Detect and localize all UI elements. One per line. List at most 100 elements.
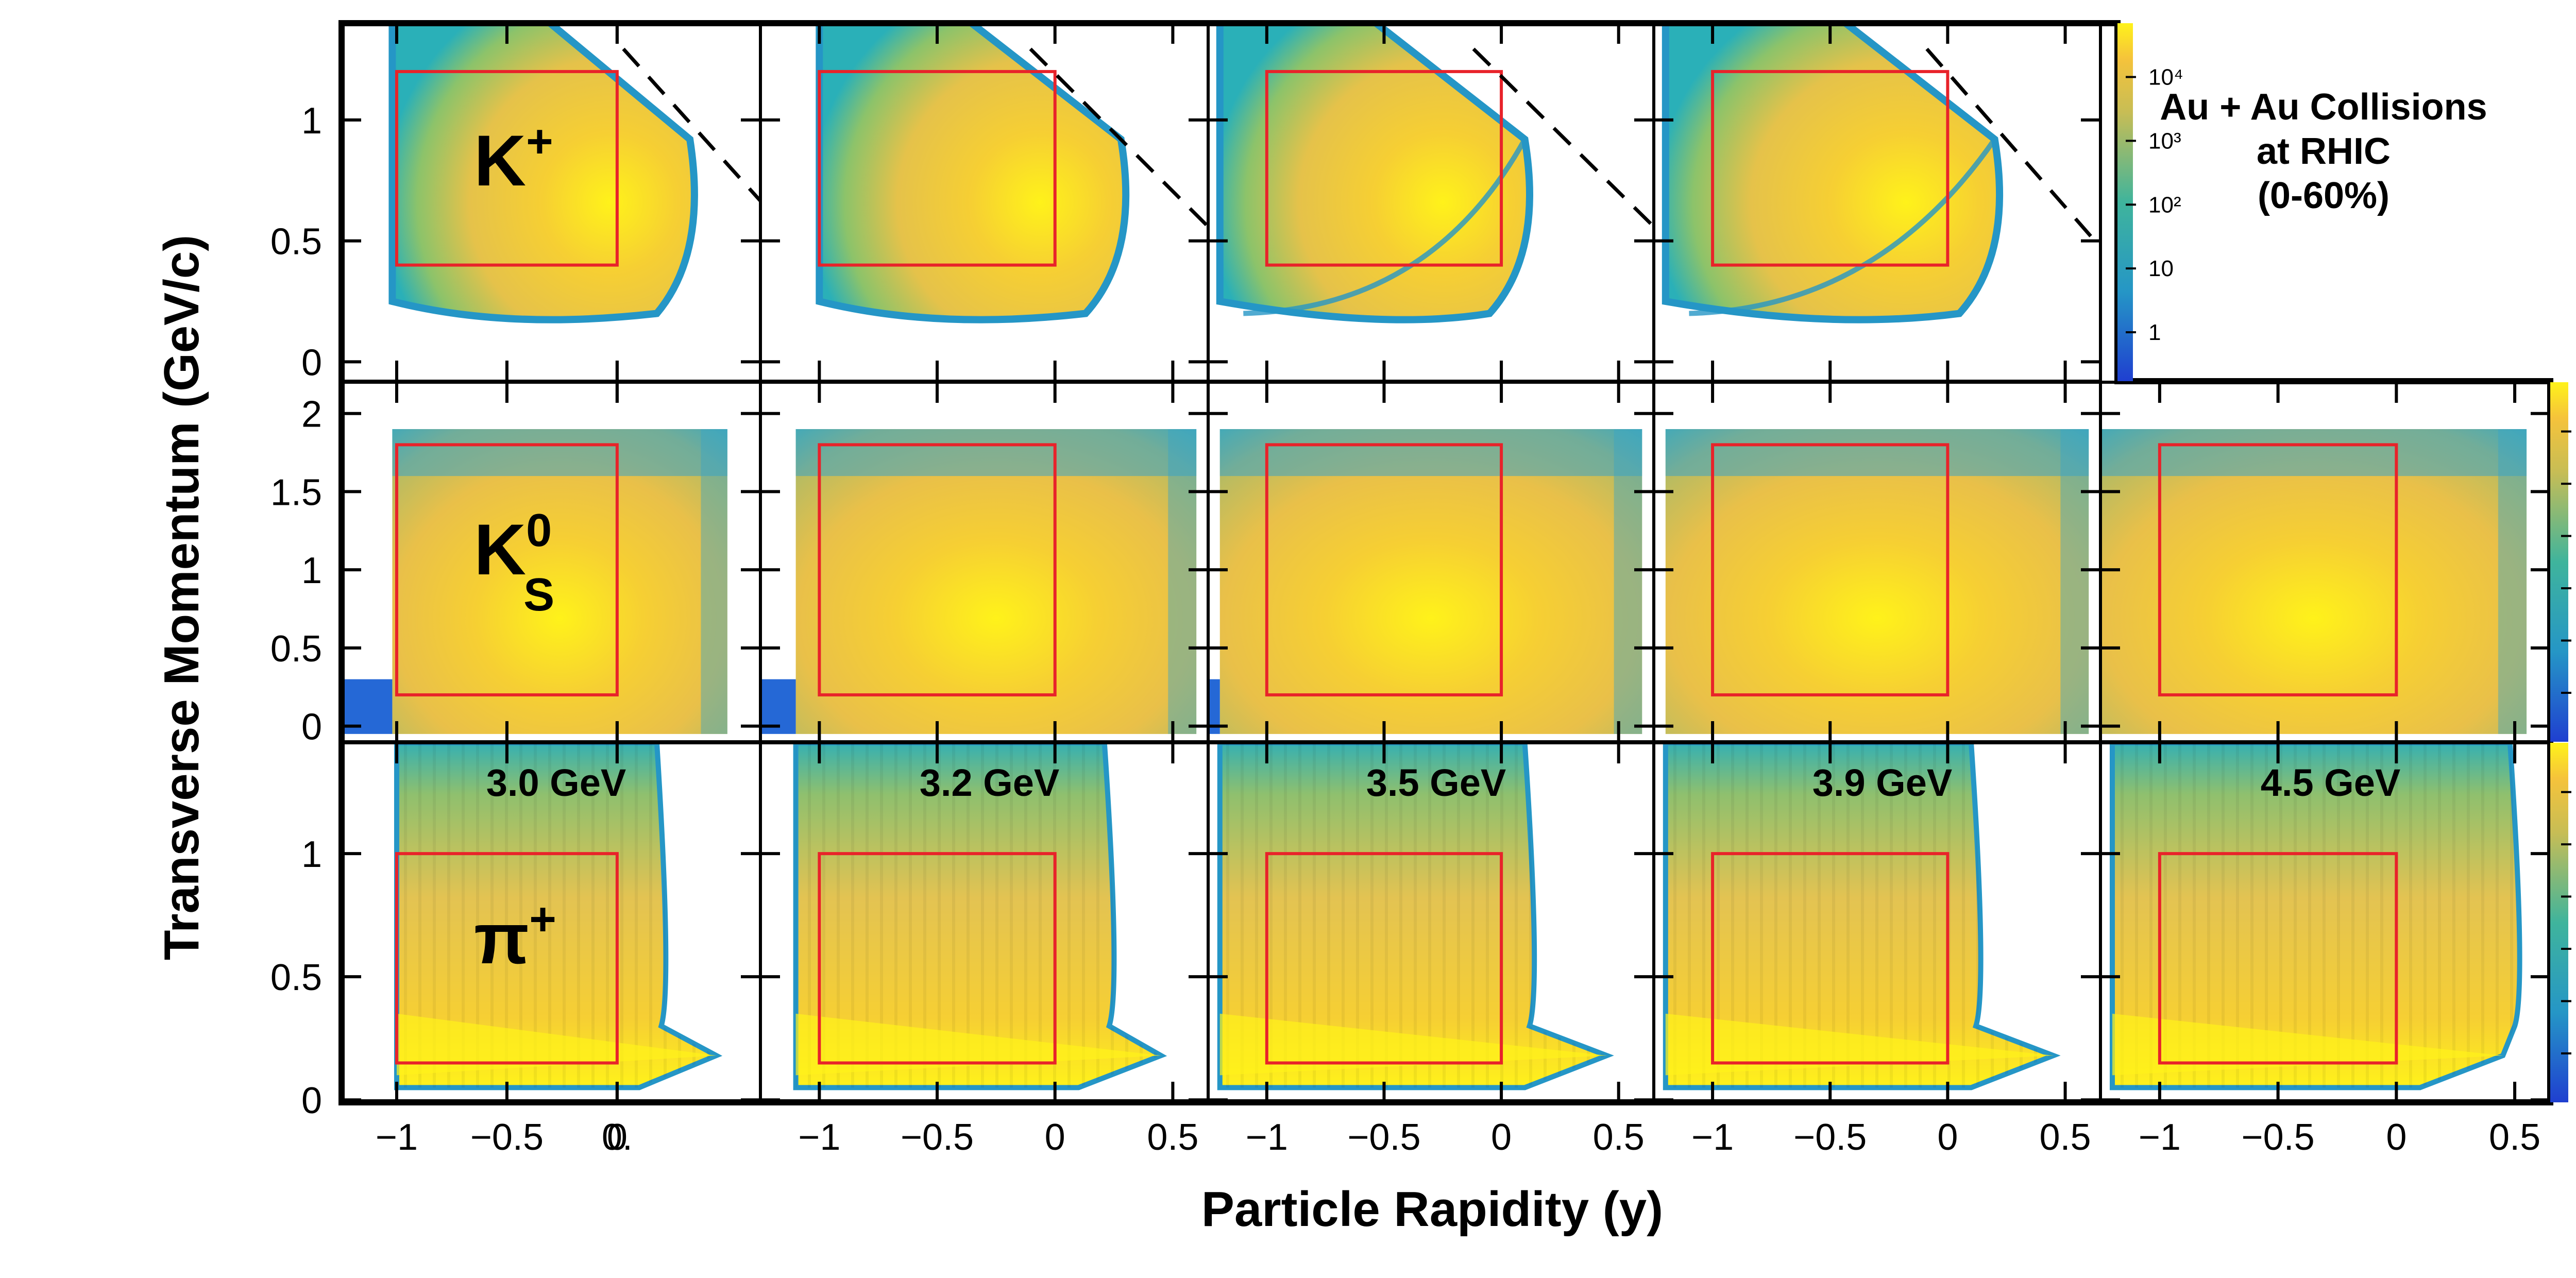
kplus-band — [1689, 138, 1997, 316]
y-tick-label: 1 — [301, 550, 322, 591]
colorbar — [2550, 743, 2568, 1102]
heatmap-panel — [394, 743, 723, 1090]
y-tick-label: 0.5 — [270, 628, 322, 670]
acceptance-box — [818, 852, 1057, 1065]
ks0-low-bin — [1208, 679, 1220, 734]
x-axis-title: Particle Rapidity (y) — [1201, 1182, 1663, 1237]
acceptance-box — [395, 852, 619, 1065]
x-tick-label: 0.5 — [1593, 1117, 1645, 1158]
y-tick-label: 0 — [301, 342, 322, 383]
ks0-edge-band — [701, 429, 727, 734]
annotation-line-2: at RHIC — [2256, 131, 2391, 172]
x-tick-label: 0 — [1045, 1117, 1065, 1158]
x-tick-label: 0 — [2386, 1117, 2406, 1158]
x-tick-label: −1 — [1691, 1117, 1734, 1158]
piplus-texture — [795, 743, 1161, 1088]
y-tick-label: 0.5 — [270, 957, 322, 998]
ks0-acceptance-region — [1665, 429, 2089, 734]
heatmap-panel — [1663, 743, 2061, 1090]
x-tick-label: 0 — [1491, 1117, 1512, 1158]
x-tick-label: 0 — [607, 1117, 628, 1158]
x-tick-label: −0.5 — [2242, 1117, 2315, 1158]
colorbar — [2117, 23, 2133, 381]
ks0-acceptance-region — [795, 429, 1197, 734]
acceptance-box — [1265, 70, 1503, 267]
colorbar-tick-label: 1 — [2148, 320, 2161, 345]
x-tick-label: −0.5 — [1793, 1117, 1867, 1158]
kinematic-limit-line — [1472, 47, 1655, 228]
ks0-edge-band — [2060, 429, 2089, 734]
y-tick-label: 1.5 — [270, 472, 322, 513]
y-axis-title: Transverse Momentum (GeV/c) — [154, 235, 209, 960]
kinematic-limit-line — [622, 47, 762, 202]
kplus-acceptance-region — [816, 23, 1130, 323]
particle-superscript: + — [526, 116, 553, 167]
acceptance-box — [395, 443, 619, 696]
y-tick-label: 0 — [301, 707, 322, 748]
ks0-edge-band — [1168, 429, 1197, 734]
piplus-low-pt-band — [396, 1013, 717, 1076]
acceptance-box — [1711, 70, 1950, 267]
piplus-texture — [396, 743, 717, 1088]
colorbar — [2550, 382, 2568, 742]
heatmap-panel — [1208, 429, 1642, 734]
heatmap-panel — [1217, 743, 1614, 1090]
heatmap-panel — [342, 429, 727, 734]
energy-label: 3.9 GeV — [1812, 761, 1953, 804]
ks0-edge-band — [2498, 429, 2527, 734]
particle-subscript: S — [523, 569, 554, 621]
x-tick-label: 0.5 — [2489, 1117, 2540, 1158]
heatmap-panel — [388, 23, 698, 323]
heatmap-panel — [793, 743, 1167, 1090]
kinematic-limit-line — [1925, 47, 2102, 249]
annotation-line-3: (0-60%) — [2257, 175, 2390, 216]
ks0-edge-band — [2100, 429, 2527, 476]
heatmap-panel — [1662, 23, 2004, 323]
x-tick-label: −1 — [2139, 1117, 2181, 1158]
heatmap-panel — [816, 23, 1130, 323]
x-tick-label: 0 — [1937, 1117, 1958, 1158]
ks0-edge-band — [392, 429, 727, 476]
energy-label: 3.0 GeV — [486, 761, 626, 804]
collision-annotation: Au + Au Collisions at RHIC (0-60%) — [2143, 85, 2504, 218]
energy-label: 4.5 GeV — [2261, 761, 2401, 804]
y-tick-label: 1 — [301, 100, 322, 142]
acceptance-box — [1265, 443, 1503, 696]
particle-label: π+ — [474, 894, 556, 979]
x-tick-label: −0.5 — [1347, 1117, 1420, 1158]
y-tick-label: 1 — [301, 834, 322, 875]
acceptance-box — [1711, 852, 1950, 1065]
acceptance-box — [1265, 852, 1503, 1065]
piplus-low-pt-band — [795, 1013, 1161, 1076]
heatmap-panel — [2109, 743, 2522, 1090]
heatmap-panel — [1216, 23, 1533, 323]
acceptance-box — [395, 70, 619, 267]
x-tick-label: 0.5 — [2040, 1117, 2091, 1158]
colorbar-tick-label: 10² — [2148, 192, 2181, 217]
heatmap-panel — [760, 429, 1197, 734]
ks0-edge-band — [1614, 429, 1642, 734]
kplus-acceptance-region — [1662, 23, 2004, 323]
x-tick-label: −1 — [1246, 1117, 1288, 1158]
kplus-acceptance-region — [388, 23, 698, 323]
kplus-acceptance-region — [1216, 23, 1533, 323]
acceptance-box — [1711, 443, 1950, 696]
x-tick-label: 0.5 — [1147, 1117, 1198, 1158]
particle-label: K+ — [474, 116, 553, 201]
colorbar-tick-label: 10³ — [2148, 128, 2181, 154]
ks0-edge-band — [1219, 429, 1642, 476]
acceptance-box — [818, 443, 1057, 696]
piplus-texture — [1665, 743, 2054, 1088]
annotation-line-1: Au + Au Collisions — [2160, 87, 2487, 128]
x-tick-label: −1 — [376, 1117, 418, 1158]
particle-superscript: 0 — [526, 505, 552, 556]
piplus-texture — [2112, 743, 2520, 1088]
y-tick-label: 2 — [301, 394, 322, 435]
x-tick-label: −0.5 — [901, 1117, 974, 1158]
kplus-band — [1243, 138, 1527, 316]
y-tick-label: 0 — [301, 1080, 322, 1121]
y-tick-label: 0.5 — [270, 221, 322, 263]
x-tick-label: 0. — [602, 1117, 633, 1158]
colorbar-tick-label: 10⁴ — [2148, 65, 2183, 90]
